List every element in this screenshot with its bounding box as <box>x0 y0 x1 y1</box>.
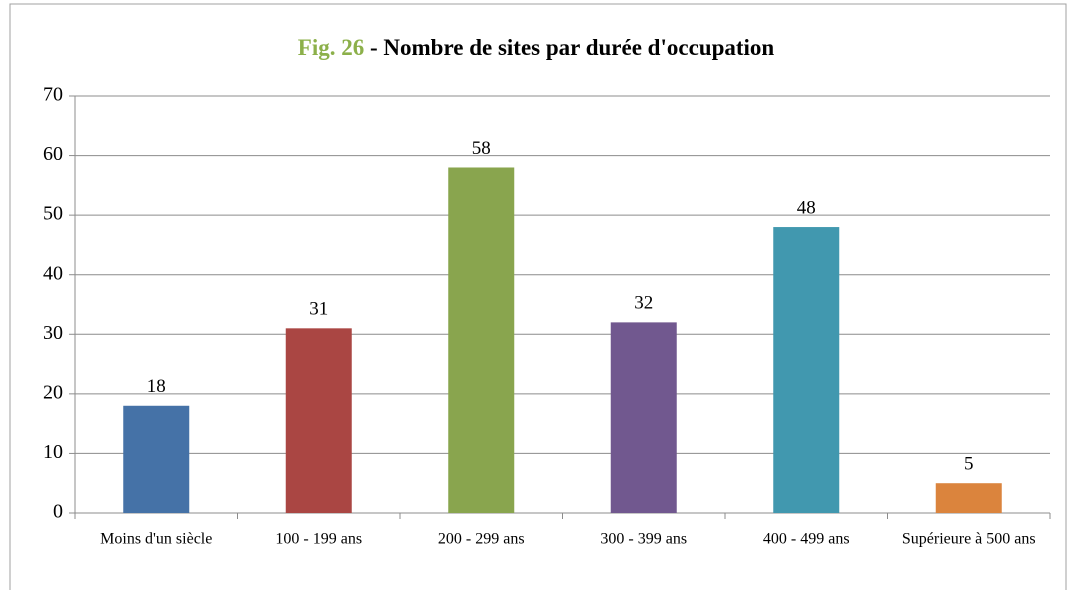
data-label: 18 <box>147 376 166 397</box>
data-label: 5 <box>964 454 974 475</box>
y-tick-label: 70 <box>43 84 63 106</box>
x-tick-label: 300 - 399 ans <box>600 531 687 548</box>
bar <box>448 167 515 513</box>
title-figure: Fig. 26 <box>298 35 364 60</box>
y-tick-label: 10 <box>43 441 63 463</box>
x-tick-label: Supérieure à 500 ans <box>902 531 1036 548</box>
data-label: 31 <box>309 299 328 320</box>
bar <box>610 322 677 513</box>
y-tick-label: 40 <box>43 262 63 284</box>
bar <box>285 328 352 513</box>
y-tick-label: 0 <box>53 501 63 523</box>
bar <box>935 483 1002 513</box>
y-tick-label: 30 <box>43 322 63 344</box>
data-label: 32 <box>634 293 653 314</box>
y-tick-label: 50 <box>43 203 63 225</box>
title-text: - Nombre de sites par durée d'occupation <box>370 35 774 60</box>
data-label: 58 <box>472 138 491 159</box>
x-tick-label: Moins d'un siècle <box>100 531 212 548</box>
chart-title: Fig. 26 - Nombre de sites par durée d'oc… <box>298 35 775 60</box>
x-tick-label: 400 - 499 ans <box>763 531 850 548</box>
y-tick-label: 60 <box>43 143 63 165</box>
x-tick-label: 100 - 199 ans <box>275 531 362 548</box>
bar <box>123 405 190 513</box>
bar <box>773 227 840 514</box>
data-label: 48 <box>797 197 816 218</box>
x-tick-label: 200 - 299 ans <box>438 531 525 548</box>
y-tick-label: 20 <box>43 381 63 403</box>
